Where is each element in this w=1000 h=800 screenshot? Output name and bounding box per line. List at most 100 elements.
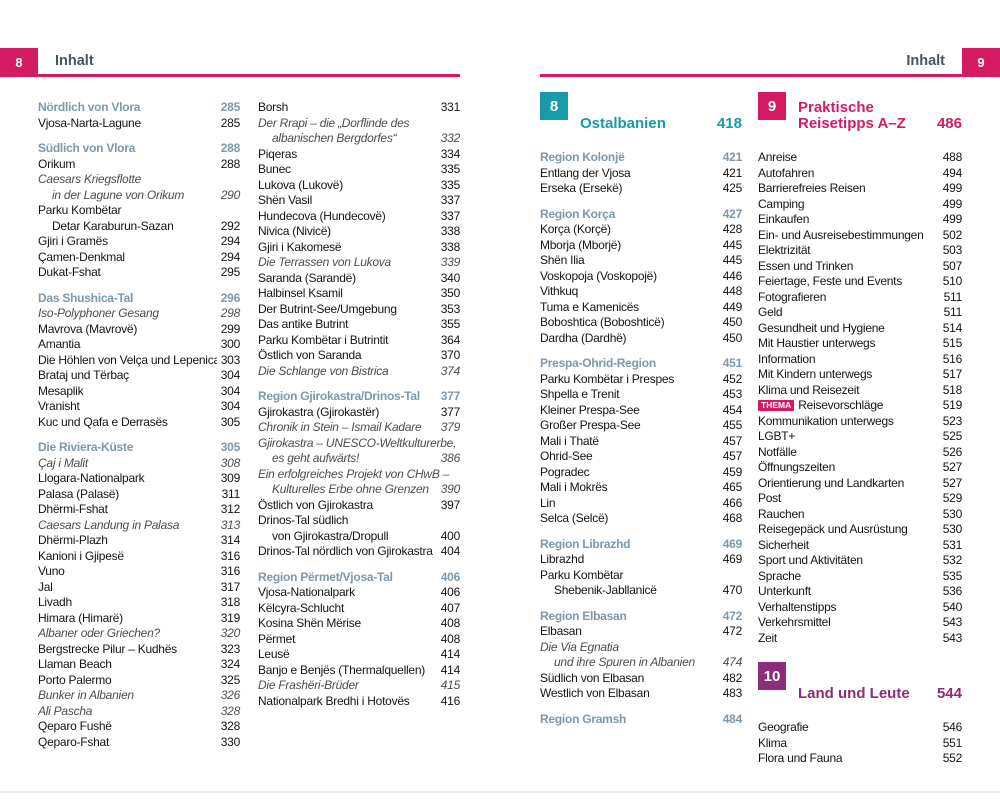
chapter-page-number: 486 xyxy=(936,115,962,132)
toc-entry-title: Qeparo-Fshat xyxy=(38,734,110,749)
toc-entry-page: 483 xyxy=(722,686,743,700)
toc-entry-title: Ali Pascha xyxy=(38,703,93,718)
chapter-title: Praktische Reisetipps A–Z xyxy=(798,99,906,132)
toc-entry-title: Klima und Reisezeit xyxy=(758,382,860,397)
toc-entry-page: 519 xyxy=(942,398,963,412)
toc-section-heading: Region Korça 427 xyxy=(540,207,742,223)
toc-entry-title: Essen und Trinken xyxy=(758,258,854,273)
toc-entry: Shpella e Trenit 453 xyxy=(540,387,742,403)
toc-entry-title: Shebenik-Jabllanicë xyxy=(554,583,657,597)
toc-section-heading: Region Librazhd 469 xyxy=(540,537,742,553)
toc-entry: Barrierefreies Reisen 499 xyxy=(758,181,962,197)
section-gap xyxy=(540,346,742,356)
toc-entry-title: Brataj und Tërbaç xyxy=(38,368,129,382)
toc-entry: Autofahren 494 xyxy=(758,166,962,182)
toc-entry-page: 540 xyxy=(942,599,963,614)
toc-entry: Çaj i Malit 308 xyxy=(38,456,240,472)
toc-entry-page: 408 xyxy=(440,616,461,630)
toc-entry: Die Terrassen von Lukova 339 xyxy=(258,255,460,271)
toc-entry: Albaner oder Griechen? 320 xyxy=(38,626,240,642)
toc-entry-page: 448 xyxy=(722,284,743,298)
section-gap xyxy=(38,430,240,440)
toc-entry-title: Korça (Korçë) xyxy=(540,222,611,236)
toc-entry-title: Der Butrint-See/Umgebung xyxy=(258,301,397,316)
page-header-title-left: Inhalt xyxy=(55,53,94,69)
toc-entry: Großer Prespa-See 455 xyxy=(540,418,742,434)
section-gap xyxy=(38,281,240,291)
toc-entry: Kleiner Prespa-See 454 xyxy=(540,403,742,419)
toc-entry-title: Dhërmi-Fshat xyxy=(38,502,108,516)
toc-entry-page: 421 xyxy=(722,150,743,164)
toc-section-heading: Die Riviera-Küste 305 xyxy=(38,440,240,456)
toc-entry-page: 427 xyxy=(722,206,743,221)
toc-entry: Klima und Reisezeit 518 xyxy=(758,383,962,399)
toc-entry-page: 408 xyxy=(440,631,461,646)
toc-entry: Mesaplik 304 xyxy=(38,384,240,400)
toc-entry: Mali i Mokrës 465 xyxy=(540,480,742,496)
toc-entry-title: Kosina Shën Mërise xyxy=(258,616,361,630)
toc-entry-title: von Gjirokastra/Dropull xyxy=(272,528,389,543)
toc-entry: Vjosa-Narta-Lagune 285 xyxy=(38,116,240,132)
toc-entry: Lin 466 xyxy=(540,496,742,512)
toc-entry-title: Tuma e Kamenicës xyxy=(540,299,639,314)
toc-entry-page: 425 xyxy=(722,181,743,195)
toc-entry-page: 514 xyxy=(942,320,963,335)
toc-entry-page: 488 xyxy=(942,150,963,164)
toc-entry: Kosina Shën Mërise 408 xyxy=(258,616,460,632)
toc-entry: Dukat-Fshat 295 xyxy=(38,265,240,281)
toc-entry-title: Selca (Selcë) xyxy=(540,511,609,525)
toc-entry-title: Region Përmet/Vjosa-Tal xyxy=(258,569,393,584)
toc-entry-title: Kuc und Qafa e Derrasës xyxy=(38,414,168,429)
toc-section-heading: Region Gramsh 484 xyxy=(540,712,742,728)
toc-entry-page: 516 xyxy=(942,351,963,366)
toc-entry-page: 379 xyxy=(440,420,461,434)
page-header-right: Inhalt 9 xyxy=(540,48,1000,78)
toc-entry: Dardha (Dardhë) 450 xyxy=(540,331,742,347)
toc-entry-page: 470 xyxy=(722,583,743,597)
toc-entry: Öffnungszeiten 527 xyxy=(758,460,962,476)
toc-entry: Mit Kindern unterwegs 517 xyxy=(758,367,962,383)
toc-entry: Die Frashëri-Brüder 415 xyxy=(258,678,460,694)
toc-entry: Porto Palermo 325 xyxy=(38,673,240,689)
toc-entry: Rauchen 530 xyxy=(758,507,962,523)
toc-entry-page: 494 xyxy=(942,165,963,180)
toc-entry-title: Kanioni i Gjipesë xyxy=(38,548,124,563)
toc-entry: Mavrova (Mavrovë) 299 xyxy=(38,322,240,338)
toc-entry-page: 377 xyxy=(440,389,461,403)
toc-entry: und ihre Spuren in Albanien 474 xyxy=(540,655,742,671)
toc-entry: von Gjirokastra/Dropull 400 xyxy=(258,529,460,545)
toc-entry: Gjiri i Kakomesë 338 xyxy=(258,240,460,256)
toc-entry: Information 516 xyxy=(758,352,962,368)
toc-entry: Geografie 546 xyxy=(758,720,962,736)
toc-column-4: 9 Praktische Reisetipps A–Z 486 Anreise 488 Au… xyxy=(758,92,962,767)
toc-entry-title: Östlich von Gjirokastra xyxy=(258,497,373,512)
toc-section-heading: Region Përmet/Vjosa-Tal 406 xyxy=(258,570,460,586)
toc-entry: Einkaufen 499 xyxy=(758,212,962,228)
toc-entry: Ohrid-See 457 xyxy=(540,449,742,465)
toc-entry-page: 335 xyxy=(440,177,461,192)
toc-entry: Orikum 288 xyxy=(38,157,240,173)
toc-entry: Shën Ilia 445 xyxy=(540,253,742,269)
toc-entry-title: Pogradec xyxy=(540,464,590,479)
toc-entry: Reisegepäck und Ausrüstung 530 xyxy=(758,522,962,538)
toc-section-heading: Region Elbasan 472 xyxy=(540,609,742,625)
toc-entry-page: 331 xyxy=(440,100,461,114)
toc-entry: Sicherheit 531 xyxy=(758,538,962,554)
toc-entry: Nationalpark Bredhi i Hotovës 416 xyxy=(258,694,460,710)
toc-entry-page: 328 xyxy=(220,703,241,718)
toc-entry: Gesundheit und Hygiene 514 xyxy=(758,321,962,337)
chapter-number-box: 10 xyxy=(758,662,786,690)
toc-entry-title: Region Gramsh xyxy=(540,711,627,726)
toc-entry-title: Sicherheit xyxy=(758,537,809,552)
toc-entry-title: Südlich von Elbasan xyxy=(540,670,644,685)
toc-entry-page: 517 xyxy=(942,367,963,381)
toc-section-heading: Nördlich von Vlora 285 xyxy=(38,100,240,116)
toc-entry: THEMA Reisevorschläge 519 xyxy=(758,398,962,414)
toc-entry-page: 397 xyxy=(440,497,461,512)
toc-entry-page: 305 xyxy=(220,440,241,454)
toc-entry-title: Region Librazhd xyxy=(540,536,631,551)
toc-entry: Librazhd 469 xyxy=(540,552,742,568)
toc-entry-page: 338 xyxy=(440,224,461,238)
toc-entry-page: 502 xyxy=(942,227,963,242)
toc-entry-page: 535 xyxy=(942,568,963,583)
